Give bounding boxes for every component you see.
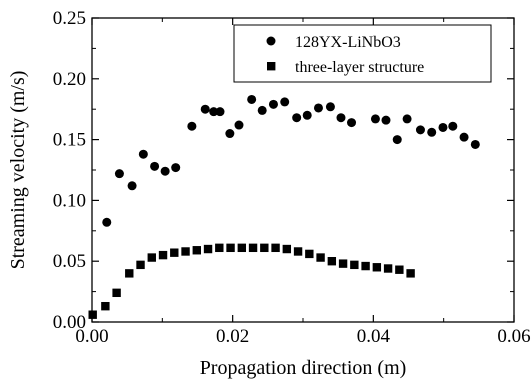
data-point-series-2 [271,243,280,253]
data-point-series-2 [192,246,201,255]
data-point-series-2 [215,243,224,253]
y-tick-label: 0.10 [53,190,86,211]
data-point-series-1 [200,104,210,114]
data-point-series-2 [136,260,145,270]
data-point-series-1 [336,113,346,123]
legend-box [233,24,492,83]
data-point-series-2 [316,253,325,262]
data-point-series-2 [282,244,292,254]
data-point-series-1 [187,121,197,131]
data-point-series-2 [361,261,370,271]
data-point-series-2 [170,248,179,257]
data-point-series-1 [415,125,425,135]
y-tick-label: 0.15 [53,130,86,151]
data-point-series-1 [209,107,219,117]
legend-label-series-1: 128YX-LiNbO3 [295,34,401,51]
x-tick-label: 0.00 [75,326,108,347]
x-tick-label: 0.02 [216,326,249,347]
data-point-series-1 [160,166,170,176]
data-point-series-2 [181,247,190,256]
data-point-series-1 [438,122,448,132]
y-tick-label: 0.00 [53,312,86,333]
data-point-series-2 [406,269,415,278]
y-tick-label: 0.05 [53,251,86,272]
data-point-series-2 [112,288,121,298]
data-point-series-1 [247,94,257,104]
data-point-series-2 [226,243,235,253]
data-point-series-1 [427,127,437,137]
data-point-series-2 [101,301,110,311]
x-axis-ticks: 0.00 0.02 0.04 0.06 [75,18,531,347]
y-tick-label: 0.20 [53,69,86,90]
data-point-series-2 [203,244,213,254]
data-point-series-1 [448,121,458,131]
legend-label-series-2: three-layer structure [295,59,424,76]
data-point-series-2 [158,250,168,260]
data-point-series-1 [171,163,181,173]
data-point-series-1 [459,132,469,142]
data-point-series-1 [325,102,335,112]
data-point-series-1 [150,161,160,171]
legend-marker-circle [266,36,276,46]
data-point-series-1 [370,114,380,124]
data-point-series-1 [257,105,267,115]
data-point-series-1 [292,113,302,123]
data-point-series-2 [88,310,97,319]
data-point-series-1 [402,114,412,124]
legend: 128YX-LiNbO3 three-layer structure [233,24,492,83]
data-point-series-2 [338,259,348,268]
data-point-series-1 [268,99,278,109]
data-point-series-1 [127,181,137,191]
data-point-series-1 [313,103,323,113]
data-point-series-1 [138,149,148,159]
y-axis-ticks: 0.00 0.05 0.10 0.15 0.20 0.25 [53,8,514,333]
data-point-series-2 [237,243,247,253]
x-tick-label: 0.04 [357,326,391,347]
data-point-series-2 [350,260,359,270]
data-point-series-1 [114,169,124,179]
legend-marker-square [267,62,276,71]
data-point-series-2 [372,263,382,272]
data-point-series-1 [215,107,225,117]
data-point-series-2 [293,247,303,256]
data-point-series-2 [327,257,337,266]
data-point-series-1 [347,118,357,128]
data-point-series-2 [305,249,314,259]
data-point-series-2 [125,269,134,278]
x-tick-label: 0.06 [497,326,530,347]
x-axis-label: Propagation direction (m) [200,357,407,379]
y-tick-label: 0.25 [53,8,86,29]
data-point-series-2 [395,265,404,274]
data-point-series-1 [234,120,244,130]
data-point-series-2 [383,264,393,273]
data-point-series-1 [470,139,480,149]
data-point-series-1 [302,110,312,120]
data-point-series-1 [381,115,391,125]
data-point-series-2 [147,253,156,262]
data-point-series-2 [248,243,258,253]
data-point-series-2 [260,243,269,253]
data-points [88,94,480,319]
data-point-series-1 [392,135,402,145]
data-point-series-1 [280,97,290,107]
y-axis-label: Streaming velocity (m/s) [7,71,29,270]
data-point-series-1 [102,217,112,227]
data-point-series-1 [225,129,235,139]
